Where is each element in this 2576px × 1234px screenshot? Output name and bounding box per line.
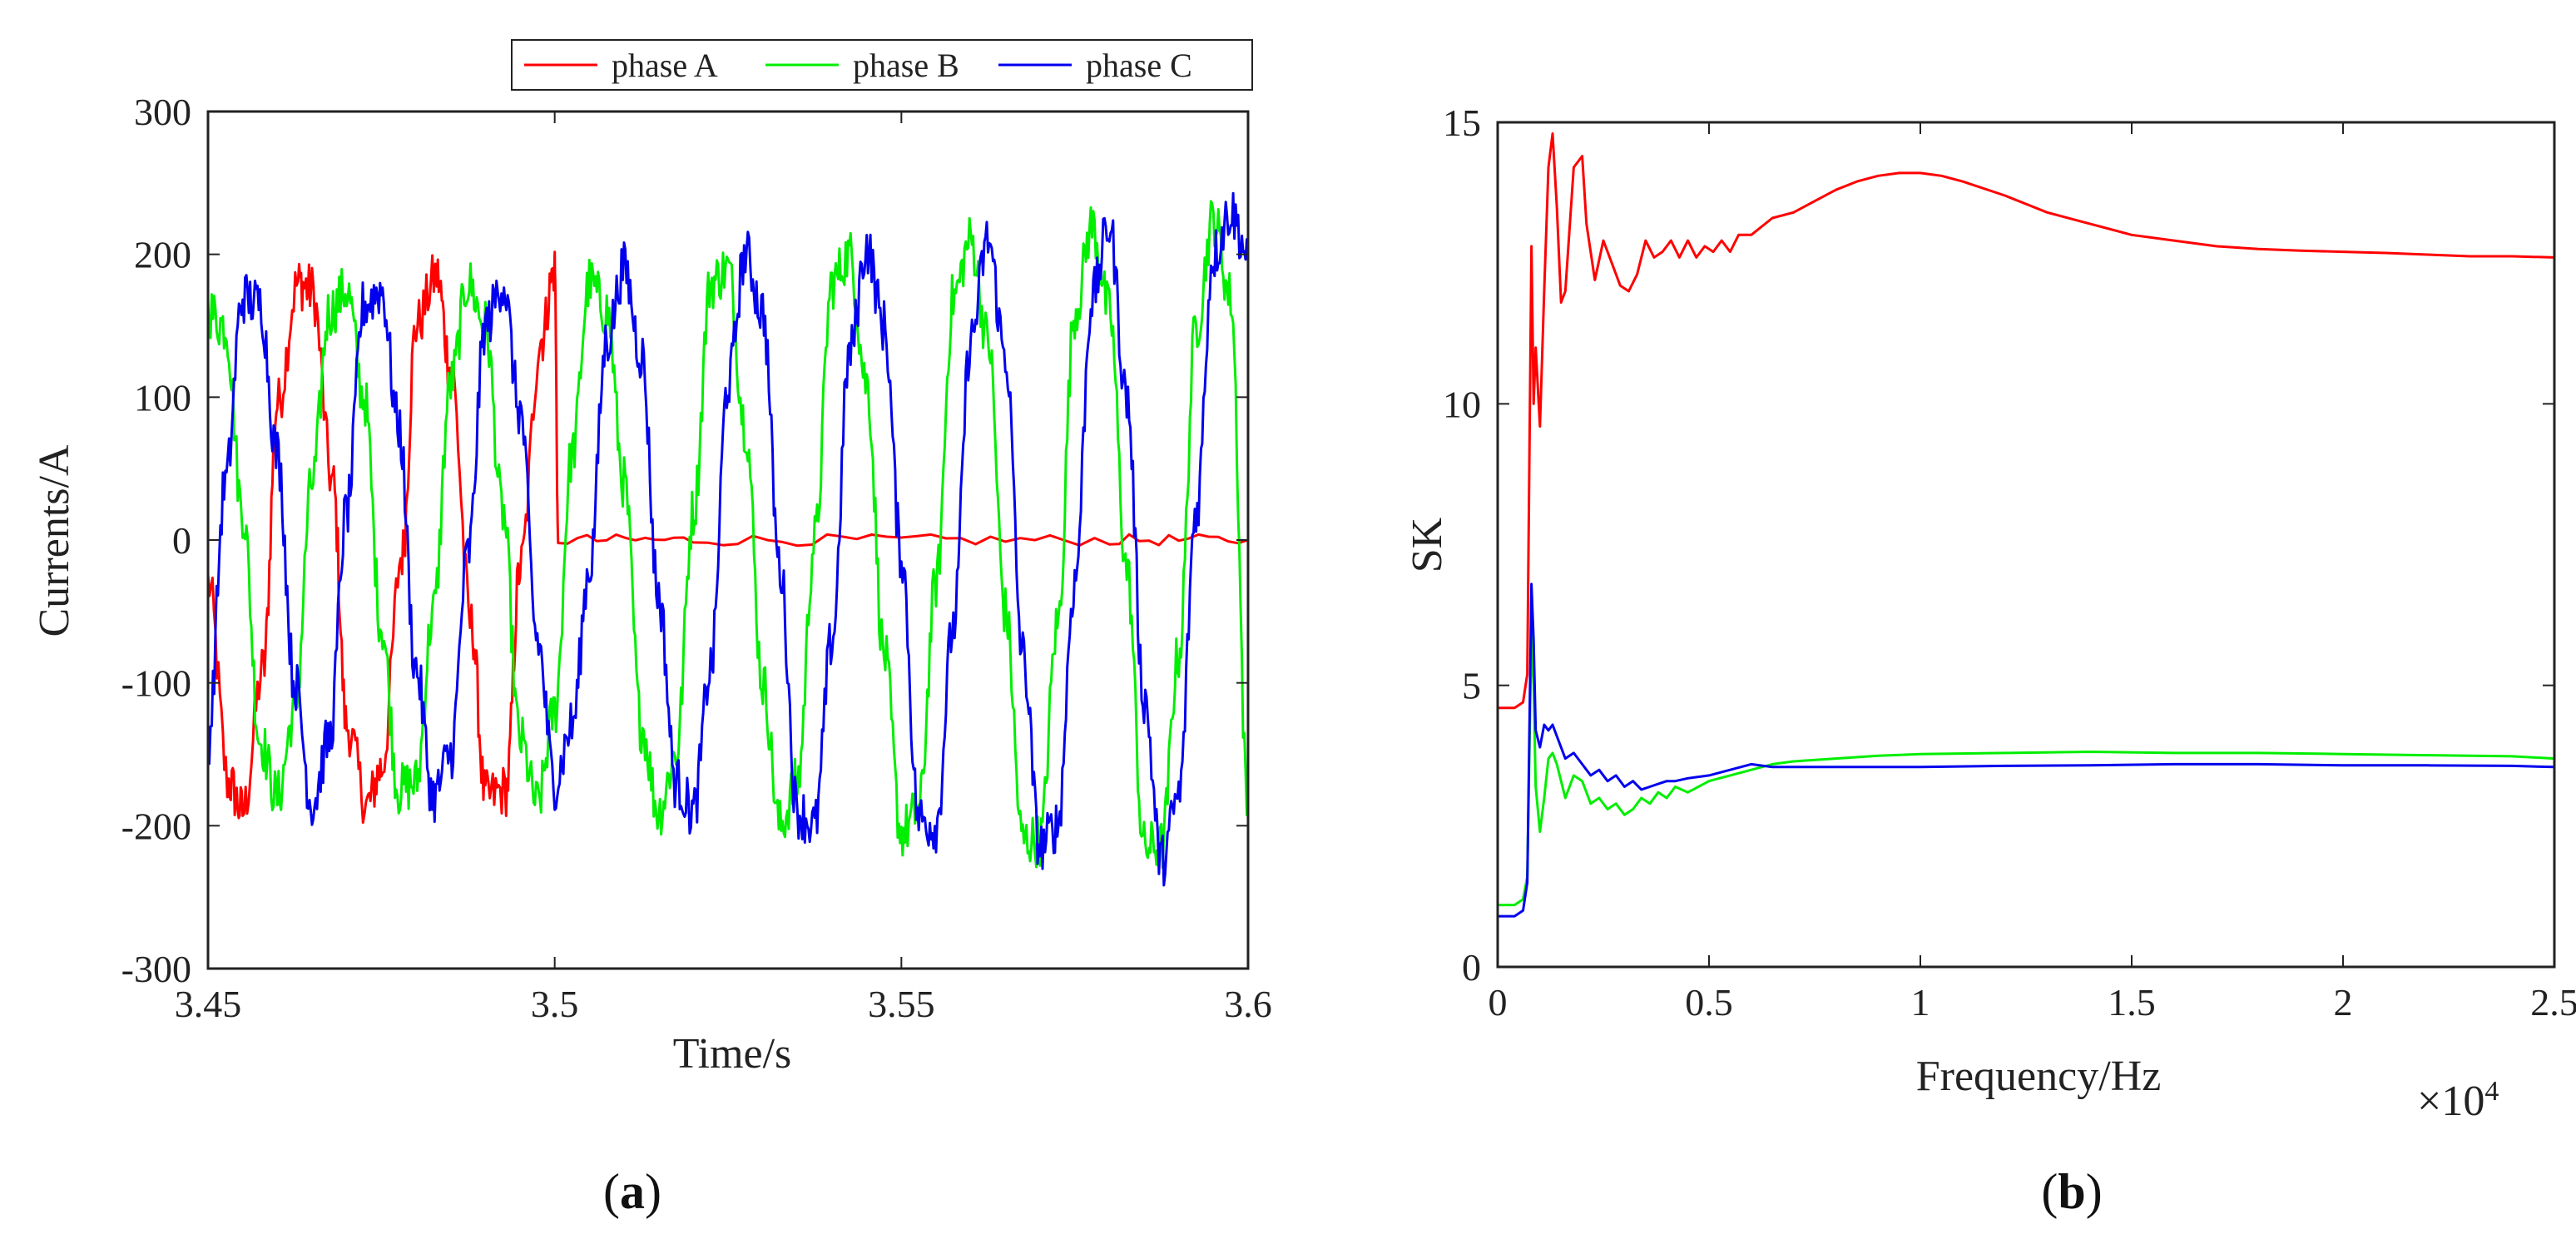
chart-a-line-phase-c bbox=[206, 191, 1250, 887]
chart-b-series bbox=[1498, 132, 2555, 918]
caption-a: (a) bbox=[603, 1164, 661, 1219]
chart-a-xtick-label: 3.6 bbox=[1224, 983, 1272, 1025]
chart-a-ytick-label: 200 bbox=[134, 234, 191, 276]
chart-a-xtick-label: 3.55 bbox=[868, 983, 935, 1025]
chart-a-legend: phase A phase B phase C bbox=[511, 39, 1253, 91]
chart-b-xtick-label: 2 bbox=[2334, 981, 2353, 1023]
chart-a-line-phase-b bbox=[206, 200, 1250, 870]
chart-a-series bbox=[206, 191, 1250, 887]
caption-b: (b) bbox=[2041, 1164, 2102, 1219]
chart-b-xlabel: Frequency/Hz bbox=[1916, 1053, 2162, 1100]
chart-a-ylabel: Currents/A bbox=[31, 444, 78, 637]
legend-label-phase-a: phase A bbox=[612, 47, 718, 84]
chart-b-xtick-label: 0.5 bbox=[1685, 981, 1733, 1023]
chart-a-ytick-label: 0 bbox=[172, 519, 191, 562]
chart-b-ytick-label: 0 bbox=[1462, 946, 1481, 989]
chart-a-xtick-label: 3.5 bbox=[531, 983, 579, 1025]
chart-b-axes-box bbox=[1496, 121, 2556, 969]
chart-b-ytick-label: 15 bbox=[1443, 102, 1481, 144]
chart-a-line-phase-a bbox=[206, 250, 1249, 824]
chart-a: 3.45 3.5 3.55 3.6 -300 -200 -100 0 100 200 300 Tim… bbox=[31, 39, 1272, 1078]
chart-b-xtick-label: 1 bbox=[1911, 981, 1930, 1023]
chart-b-line-phase-a bbox=[1498, 132, 2555, 710]
chart-b-xtick-label: 1.5 bbox=[2108, 981, 2156, 1023]
chart-b-ytick-label: 5 bbox=[1462, 665, 1481, 707]
chart-a-ytick-label: 300 bbox=[134, 91, 191, 133]
chart-b-xtick-label: 0 bbox=[1489, 981, 1508, 1023]
chart-b-line-phase-c bbox=[1498, 582, 2555, 918]
legend-box bbox=[511, 39, 1253, 91]
chart-a-ytick-label: -100 bbox=[121, 662, 191, 705]
chart-a-ytick-label: -300 bbox=[121, 948, 191, 990]
chart-b-ticks: 0 0.5 1 1.5 2 2.5 0 5 10 15 bbox=[1443, 102, 2576, 1023]
chart-a-ticks: 3.45 3.5 3.55 3.6 -300 -200 -100 0 100 200 300 bbox=[121, 91, 1272, 1025]
chart-a-xtick-label: 3.45 bbox=[175, 983, 242, 1025]
legend-label-phase-c: phase C bbox=[1086, 47, 1192, 84]
chart-b-ylabel: SK bbox=[1404, 517, 1451, 572]
chart-b-x-multiplier: ×104 bbox=[2417, 1076, 2499, 1126]
chart-b-ytick-label: 10 bbox=[1443, 383, 1481, 425]
chart-a-xlabel: Time/s bbox=[673, 1030, 792, 1078]
chart-b-line-phase-b bbox=[1498, 627, 2555, 907]
chart-b-xtick-label: 2.5 bbox=[2530, 981, 2576, 1023]
chart-a-ytick-label: -200 bbox=[121, 805, 191, 847]
chart-a-ytick-label: 100 bbox=[134, 376, 191, 419]
legend-label-phase-b: phase B bbox=[853, 47, 959, 84]
chart-b: 0 0.5 1 1.5 2 2.5 0 5 10 15 Frequency/Hz SK ×104 bbox=[1404, 102, 2576, 1125]
